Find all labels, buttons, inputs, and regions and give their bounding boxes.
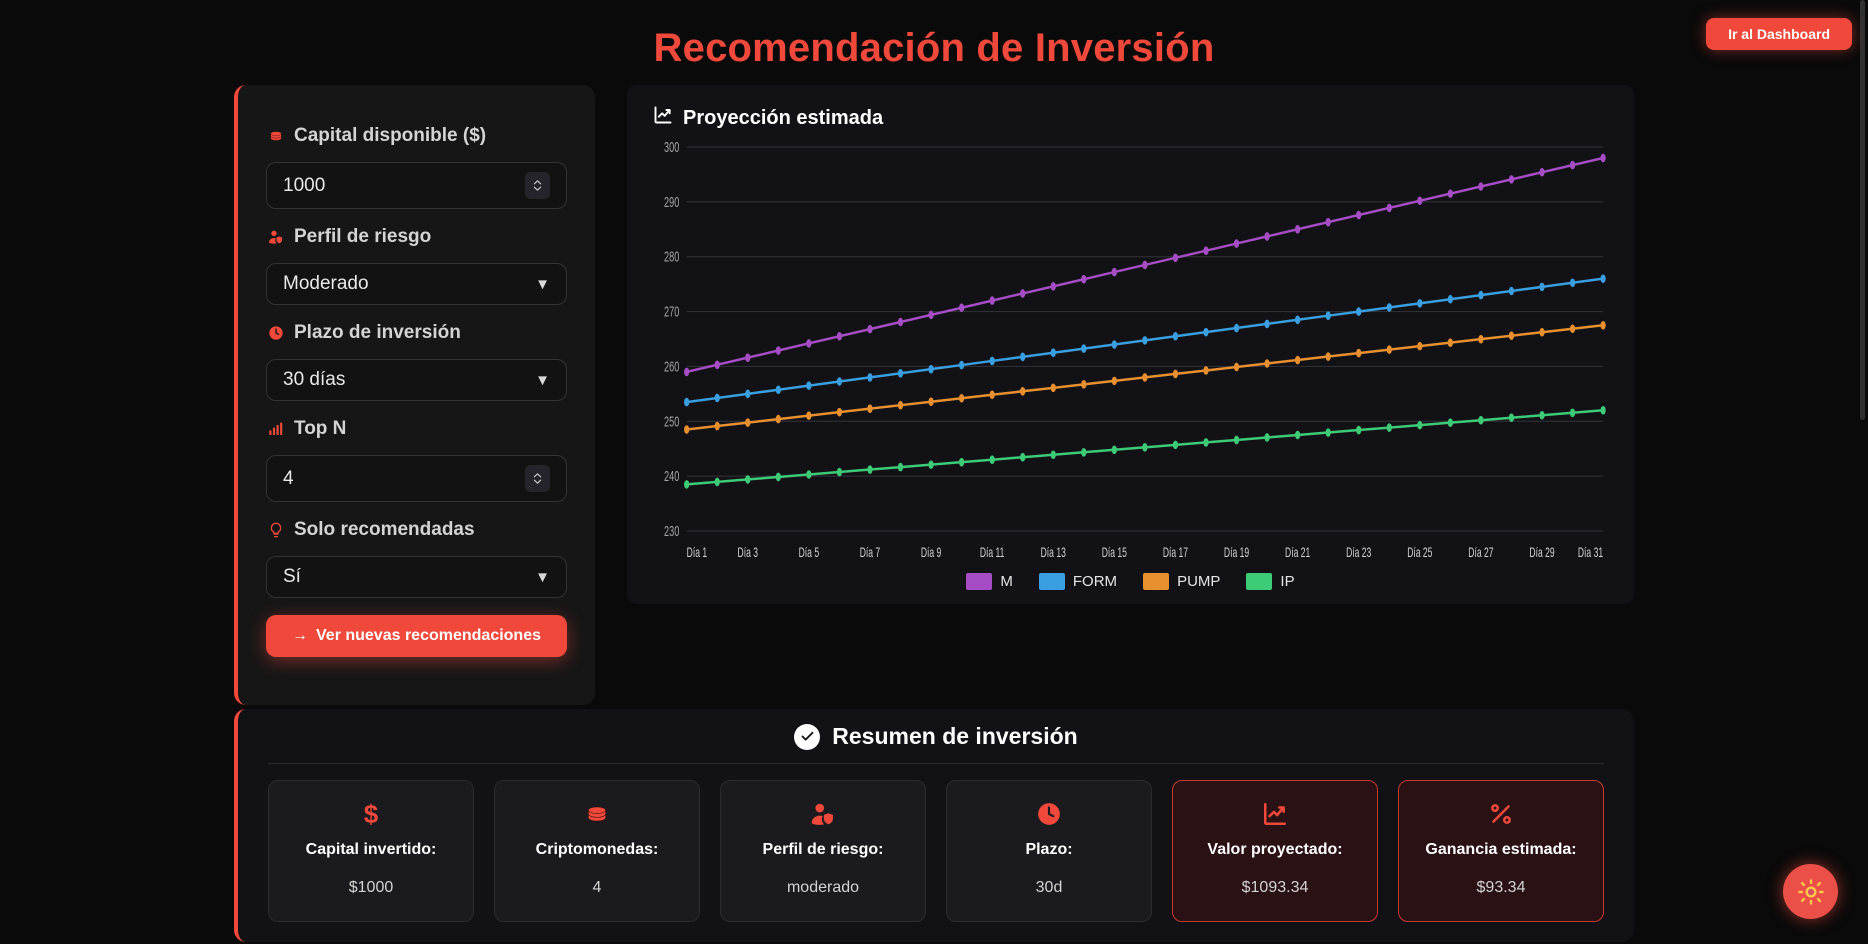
svg-text:270: 270 [664, 303, 679, 320]
svg-text:260: 260 [664, 358, 679, 375]
svg-text:Día 19: Día 19 [1224, 545, 1249, 561]
svg-text:Día 1: Día 1 [687, 545, 707, 561]
svg-text:300: 300 [664, 139, 679, 156]
svg-text:Día 23: Día 23 [1346, 545, 1371, 561]
svg-text:Día 7: Día 7 [860, 545, 880, 561]
svg-text:Día 29: Día 29 [1529, 545, 1554, 561]
svg-text:Día 3: Día 3 [738, 545, 758, 561]
svg-text:Día 5: Día 5 [799, 545, 819, 561]
svg-text:280: 280 [664, 248, 679, 265]
svg-text:240: 240 [664, 468, 679, 485]
svg-text:Día 17: Día 17 [1163, 545, 1188, 561]
svg-text:Día 13: Día 13 [1041, 545, 1066, 561]
svg-text:Día 15: Día 15 [1102, 545, 1127, 561]
svg-text:Día 11: Día 11 [980, 545, 1005, 561]
svg-text:250: 250 [664, 413, 679, 430]
svg-text:230: 230 [664, 523, 679, 540]
svg-text:Día 21: Día 21 [1285, 545, 1310, 561]
svg-text:Día 25: Día 25 [1407, 545, 1432, 561]
svg-text:290: 290 [664, 194, 679, 211]
svg-text:Día 9: Día 9 [921, 545, 941, 561]
svg-text:Día 31: Día 31 [1578, 545, 1603, 561]
svg-text:Día 27: Día 27 [1468, 545, 1493, 561]
